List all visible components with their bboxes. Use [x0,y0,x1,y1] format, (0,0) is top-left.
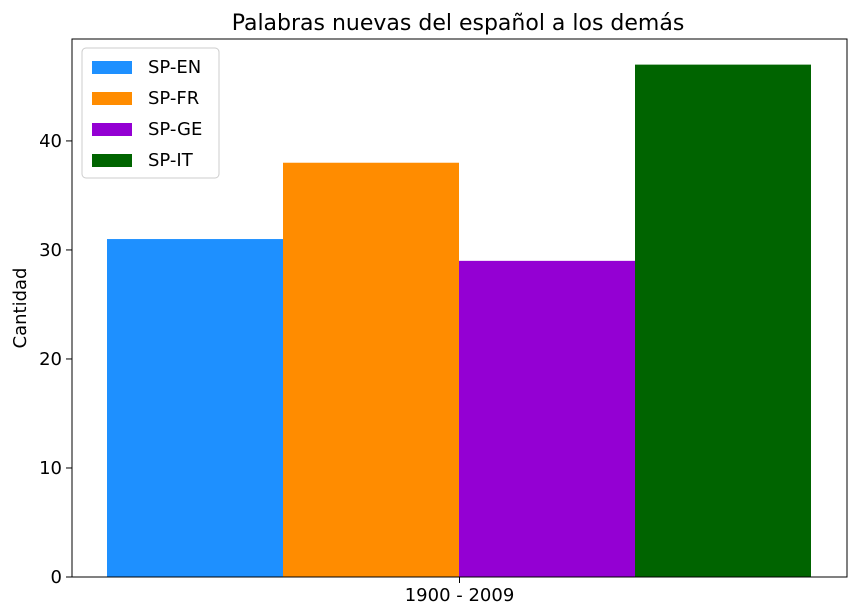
y-tick-label: 0 [51,567,62,588]
bar-sp-en [107,239,283,577]
legend-label-sp-it: SP-IT [148,150,194,171]
legend: SP-EN SP-FR SP-GE SP-IT [81,47,220,179]
legend-swatch-sp-it [92,154,132,167]
x-axis: 1900 - 2009 [405,577,515,606]
legend-swatch-sp-ge [92,123,132,136]
chart-title: Palabras nuevas del español a los demás [232,11,685,36]
legend-label-sp-ge: SP-GE [148,119,202,140]
x-tick-label: 1900 - 2009 [405,585,515,606]
legend-box [81,47,220,179]
bar-sp-it [635,64,811,578]
bar-sp-ge [459,260,635,577]
legend-swatch-sp-fr [92,92,132,105]
y-tick-label: 40 [39,131,62,152]
y-tick-label: 30 [39,240,62,261]
y-tick-label: 10 [39,458,62,479]
y-axis: 0 10 20 30 40 [39,131,72,588]
bars-group [107,64,811,578]
y-axis-label: Cantidad [10,268,31,349]
legend-swatch-sp-en [92,61,132,74]
legend-label-sp-en: SP-EN [148,57,201,78]
legend-label-sp-fr: SP-FR [148,88,199,109]
y-tick-label: 20 [39,349,62,370]
bar-sp-fr [283,162,459,577]
